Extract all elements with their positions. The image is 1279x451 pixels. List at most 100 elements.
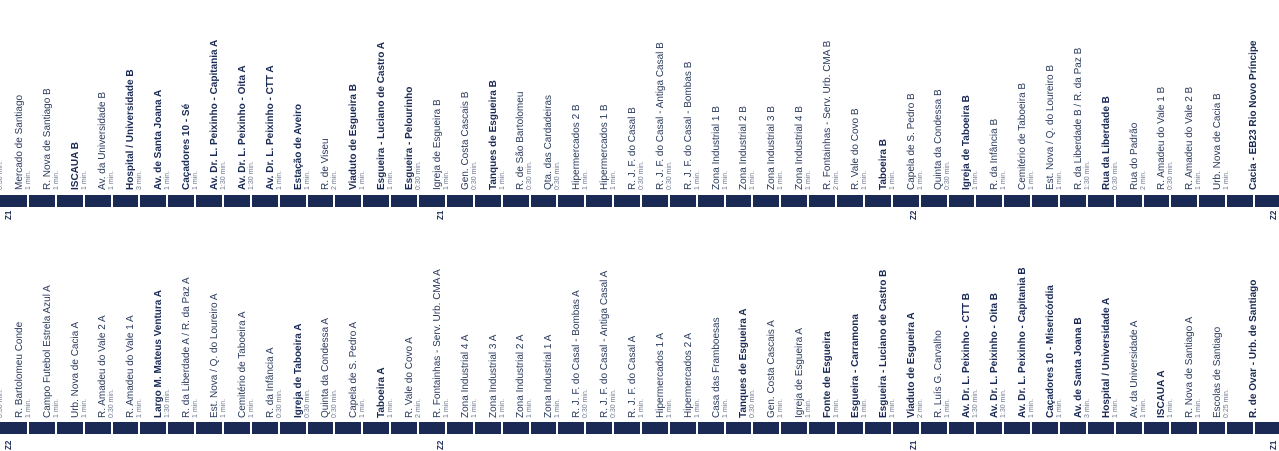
stop-name: Hospital / Universidade B — [125, 69, 137, 190]
stop-travel-time: 1 min. — [916, 170, 924, 190]
stop-name: Hipermercados 2 B — [571, 104, 583, 190]
stop-travel-time: 1 min. — [805, 170, 813, 190]
stop-name: R. Amadeu do Vale 1 B — [1156, 86, 1168, 190]
stop-travel-time: 3 min. — [1083, 398, 1091, 418]
stop-name: Igreja de Taboeira A — [292, 323, 304, 418]
stop-label: R. da Liberdade B / R. da Paz B 1:30 min. — [1073, 48, 1092, 190]
stop-travel-time: 1 min. — [498, 398, 506, 418]
stop-travel-time: 2 min. — [415, 398, 422, 418]
stop-name: Tanques de Esgueira A — [738, 308, 750, 418]
stop-travel-time: 1 min. — [192, 170, 200, 190]
stop-travel-time: 1 min. — [470, 398, 478, 418]
stop-travel-time: 1 min. — [1000, 170, 1008, 190]
stop-name: R. Vale do Covo A — [404, 337, 415, 418]
stop-name: ISCAUA A — [1156, 370, 1168, 418]
stop-divider — [862, 422, 865, 434]
stop-travel-time: 1 min. — [498, 170, 506, 190]
stop-divider — [472, 195, 475, 207]
stop-travel-time: 1 min. — [1223, 170, 1231, 190]
stop-name: R. Fontainhas - Serv. Urb. CMA A — [431, 269, 443, 418]
stop-travel-time: 1 min. — [219, 398, 227, 418]
stop-divider — [918, 422, 921, 434]
stop-name: Mercado de Santiago — [13, 94, 25, 190]
stop-name: Av. de Santa Joana A — [153, 89, 165, 190]
stop-name: R. Amadeu do Vale 1 A — [125, 315, 137, 418]
stop-divider — [472, 422, 475, 434]
stop-name: Urb. Nova de Cacia B — [1212, 93, 1224, 190]
stop-travel-time: 1 min. — [359, 170, 367, 190]
stop-name: Av. Dr. L. Peixinho - CTT B — [961, 292, 973, 418]
stop-divider — [361, 422, 364, 434]
stop-divider — [417, 195, 420, 207]
stop-divider — [807, 422, 810, 434]
stop-divider — [500, 195, 503, 207]
stop-label: Largo M. Mateus Ventura A 1:30 min. — [153, 290, 172, 418]
stop-name: Cacia - EB23 Rio Novo Príncipe — [1248, 40, 1259, 191]
stop-name: Zona Industrial 3 B — [766, 106, 778, 190]
stop-travel-time: 1 min. — [860, 398, 868, 418]
stop-divider — [1225, 422, 1228, 434]
stop-travel-time: 0:30 min. — [610, 389, 618, 418]
stop-label: Estação de Aveiro 1 min. — [293, 104, 312, 190]
stop-label: Cacia - EB23 Rio Novo Príncipe — [1248, 41, 1259, 191]
stop-travel-time: 0:30 min. — [749, 389, 757, 418]
stop-travel-time: 0:30 min. — [665, 161, 673, 190]
route-strip-return: Cacia - EB23 Rio Novo Príncipe0:30 min. R… — [0, 226, 1279, 451]
stop-divider — [361, 195, 364, 207]
stop-name: Est. Nova / Q. do Loureiro B — [1044, 64, 1056, 190]
stop-divider — [110, 195, 113, 207]
stop-divider — [26, 195, 29, 207]
stop-name: R. J. F. do Casal B — [626, 107, 638, 190]
stop-name: Hipermercados 1 B — [599, 104, 611, 190]
stop-divider — [249, 195, 252, 207]
stop-travel-time: 1 min. — [247, 398, 255, 418]
stop-divider — [138, 195, 141, 207]
stop-label: Gen. Costa Cascais B 0:30 min. — [460, 92, 479, 190]
stop-label: Rua da Liberdade B 0:30 min. — [1101, 96, 1120, 190]
zone-label: Z2 — [436, 440, 445, 450]
stop-name: R. J. F. do Casal - Antiga Casal A — [599, 270, 611, 418]
stop-label: R. J. F. do Casal B 0:30 min. — [627, 107, 646, 190]
stop-divider — [138, 422, 141, 434]
stop-travel-time: 0:30 min. — [0, 389, 4, 418]
stop-divider — [862, 195, 865, 207]
stop-divider — [556, 195, 559, 207]
stop-divider — [222, 195, 224, 207]
stop-travel-time: 1 min. — [303, 170, 311, 190]
stop-travel-time: 0:30 min. — [582, 389, 590, 418]
stop-label: Escolas de Santiago 0:25 min. — [1212, 327, 1231, 418]
stop-name: Zona Industrial 3 A — [487, 334, 499, 418]
stop-divider — [640, 422, 642, 434]
stop-divider — [1253, 422, 1256, 434]
stop-name: Hospital / Universidade A — [1100, 297, 1112, 418]
stop-travel-time: 0:30 min. — [108, 389, 116, 418]
stop-travel-time: 0:30 min. — [554, 161, 562, 190]
stop-divider — [444, 195, 447, 207]
stop-travel-time: 1 min. — [24, 170, 32, 190]
stop-name: Av. da Universidade B — [97, 91, 109, 190]
stop-label: Cacia - EB23 Rio Novo Príncipe0:30 min. — [0, 269, 5, 418]
stop-label: R. Amadeu do Vale 1 B 0:30 min. — [1156, 87, 1175, 190]
stop-name: Fonte de Esgueira — [822, 331, 833, 418]
stop-name: Hipermercados 1 A — [654, 332, 666, 418]
stop-travel-time: 2 min. — [331, 170, 339, 190]
stop-divider — [249, 422, 252, 434]
stop-name: R. Vale do Covo B — [849, 108, 861, 190]
stop-name: Capela de S. Pedro B — [905, 93, 917, 190]
stop-divider — [695, 195, 698, 207]
stop-travel-time: 1 min. — [610, 170, 618, 190]
